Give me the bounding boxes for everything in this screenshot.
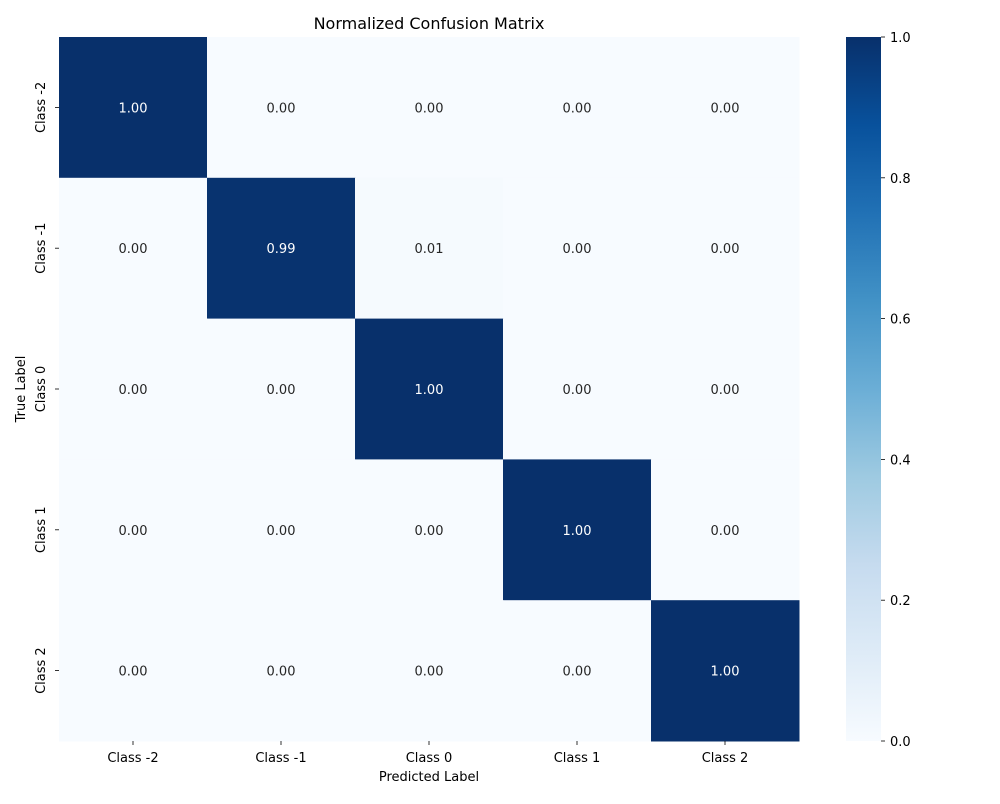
- heatmap-cell: [207, 600, 356, 742]
- y-tick-label: Class 2: [34, 647, 49, 694]
- heatmap-cell: [355, 177, 504, 320]
- colorbar-tick-label: 0.4: [890, 453, 911, 468]
- colorbar-tick-label: 0.0: [890, 735, 911, 750]
- heatmap-cell: [651, 318, 800, 460]
- cell-annotation: 0.00: [711, 383, 740, 398]
- cell-annotation: 0.00: [415, 524, 444, 539]
- x-tick-label: Class 1: [554, 751, 601, 766]
- colorbar-tick-label: 1.0: [890, 31, 911, 46]
- heatmap-cell: [651, 177, 800, 320]
- cell-annotation: 0.01: [415, 242, 444, 257]
- y-tick-label: Class -1: [34, 223, 49, 274]
- y-tick-label: Class 0: [34, 366, 49, 413]
- cell-annotation: 0.00: [119, 383, 148, 398]
- colorbar-tick-label: 0.8: [890, 172, 911, 187]
- heatmap-cell: [59, 37, 208, 179]
- x-axis-label: Predicted Label: [379, 770, 479, 785]
- colorbar-tick-label: 0.2: [890, 594, 911, 609]
- cell-annotation: 0.99: [267, 242, 296, 257]
- x-tick-label: Class 2: [702, 751, 749, 766]
- cell-annotation: 1.00: [711, 665, 740, 680]
- heatmap-cell: [207, 318, 356, 460]
- cell-annotation: 0.00: [119, 242, 148, 257]
- cell-annotation: 0.00: [563, 665, 592, 680]
- heatmap-cell: [651, 37, 800, 179]
- cell-annotation: 0.00: [563, 242, 592, 257]
- cell-annotation: 0.00: [711, 524, 740, 539]
- heatmap-cell: [59, 600, 208, 742]
- cell-annotation: 0.00: [415, 101, 444, 116]
- y-axis-label: True Label: [14, 356, 29, 424]
- cell-annotation: 0.00: [711, 242, 740, 257]
- heatmap-cell: [59, 177, 208, 320]
- cell-annotation: 0.00: [563, 101, 592, 116]
- heatmap-cell: [355, 600, 504, 742]
- heatmap-cell: [651, 600, 800, 742]
- cell-annotation: 0.00: [711, 101, 740, 116]
- y-tick-label: Class 1: [34, 506, 49, 553]
- cell-annotation: 0.00: [119, 665, 148, 680]
- heatmap-cell: [207, 177, 356, 320]
- heatmap-cell: [503, 177, 652, 320]
- heatmap-cell: [503, 318, 652, 460]
- heatmap-cell: [503, 459, 652, 601]
- heatmap-cell: [503, 600, 652, 742]
- cell-annotation: 1.00: [563, 524, 592, 539]
- cell-annotation: 0.00: [267, 383, 296, 398]
- chart-title: Normalized Confusion Matrix: [314, 14, 545, 33]
- x-axis-ticks: Class -2 Class -1 Class 0 Class 1 Class 2: [107, 741, 748, 766]
- heatmap-cells: 1.00 0.00 0.00 0.00 0.00 0.00 0.99 0.01 0.00 0.00…: [59, 37, 800, 742]
- heatmap-cell: [59, 459, 208, 601]
- cell-annotation: 1.00: [415, 383, 444, 398]
- x-tick-label: Class -1: [255, 751, 306, 766]
- cell-annotation: 0.00: [267, 665, 296, 680]
- colorbar: [846, 37, 881, 741]
- heatmap-cell: [503, 37, 652, 179]
- y-axis-ticks: Class -2 Class -1 Class 0 Class 1 Class 2: [34, 82, 59, 694]
- cell-annotation: 0.00: [563, 383, 592, 398]
- cell-annotation: 0.00: [267, 524, 296, 539]
- colorbar-tick-label: 0.6: [890, 313, 911, 328]
- cell-annotation: 0.00: [119, 524, 148, 539]
- heatmap-cell: [651, 459, 800, 601]
- y-tick-label: Class -2: [34, 82, 49, 133]
- cell-annotation: 0.00: [267, 101, 296, 116]
- heatmap-cell: [207, 37, 356, 179]
- colorbar-ticks: 0.0 0.2 0.4 0.6 0.8 1.0: [881, 31, 911, 750]
- heatmap-cell: [207, 459, 356, 601]
- cell-annotation: 0.00: [415, 665, 444, 680]
- heatmap-cell: [355, 459, 504, 601]
- cell-annotation: 1.00: [119, 101, 148, 116]
- x-tick-label: Class 0: [406, 751, 453, 766]
- heatmap-cell: [59, 318, 208, 460]
- heatmap-cell: [355, 37, 504, 179]
- heatmap-cell: [355, 318, 504, 460]
- x-tick-label: Class -2: [107, 751, 158, 766]
